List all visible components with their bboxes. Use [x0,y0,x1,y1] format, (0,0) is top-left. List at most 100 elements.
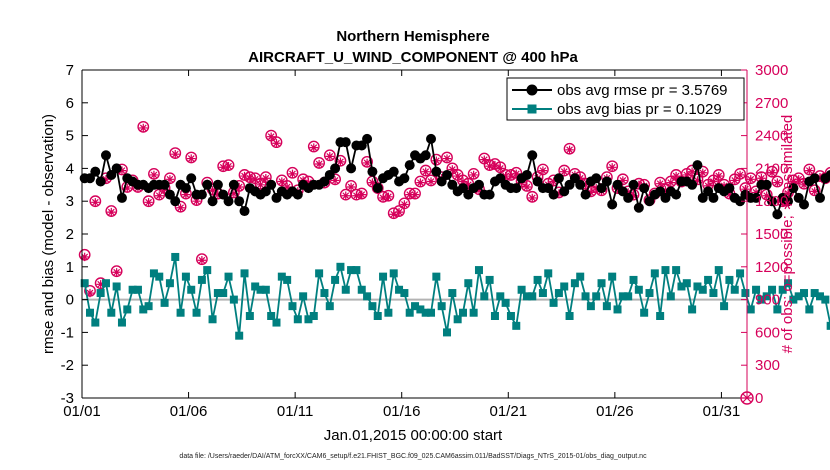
data-file-note: data file: /Users/raeder/DAI/ATM_forcXX/… [179,453,647,460]
bias-point [304,315,313,324]
bias-point [826,321,830,330]
rmse-point [809,173,820,184]
rmse-point [767,196,778,207]
bias-point [613,305,622,314]
bias-point [405,308,414,317]
rmse-point [484,189,495,200]
bias-point [789,295,798,304]
bias-point [800,289,809,298]
bias-point [256,285,265,294]
bias-point [688,305,697,314]
rmse-point [442,169,453,180]
obs-assimilated-point [80,252,89,262]
bias-point [437,302,446,311]
obs-assimilated-point [735,170,745,180]
bias-line [83,256,830,336]
bias-point [645,289,654,298]
obs-assimilated-point [123,183,132,193]
y-left-tick-label: 7 [66,62,74,79]
bias-point [709,289,718,298]
bias-point [267,312,276,320]
y-left-tick-label: 2 [66,226,74,243]
rmse-point [724,183,735,194]
obs-assimilated-point [155,191,164,200]
y-left-tick-label: 3 [66,193,74,210]
y-right-tick-label: 1500 [755,226,788,243]
bias-point [389,269,398,278]
legend-entry-rmse: obs avg rmse pr = 3.5769 [512,82,728,99]
bias-point [245,312,254,320]
obs-assimilated-point [496,164,505,173]
obs-assimilated-point [144,198,153,207]
bias-point [251,282,260,291]
bias-point [730,285,739,294]
obs-assimilated-point [234,182,244,192]
bias-point [272,318,281,327]
obs-assimilated-point [250,175,260,184]
obs-assimilated-point [751,188,761,197]
rmse-point [420,150,431,161]
x-tick-label: 01/16 [383,403,421,420]
obs-assimilated-point [506,171,516,181]
bias-point [517,285,526,294]
obs-assimilated-point [629,191,638,200]
obs-assimilated-point [618,176,628,185]
bias-point [416,305,425,314]
rmse-point [159,179,170,190]
y-left-tick-label: 4 [66,160,74,177]
bias-point [741,289,750,298]
bias-point [650,269,659,278]
legend-rmse-marker [526,84,538,96]
bias-point [240,269,249,278]
bias-point [666,292,675,301]
bias-point [101,279,110,288]
bias-point [816,292,825,301]
obs-assimilated-point [576,174,585,183]
rmse-point [212,179,223,190]
obs-assimilated-point [240,171,249,181]
rmse-point [404,160,415,171]
bias-point [235,331,244,340]
bias-point [480,292,489,301]
rmse-point [751,192,762,203]
obs-assimilated-point [805,166,814,175]
y-right-tick-label: 3000 [755,62,788,79]
bias-point [725,275,734,284]
rmse-point [207,196,218,207]
bias-point [432,272,441,281]
rmse-point [553,173,564,184]
obs-assimilated-point [432,156,441,165]
obs-assimilated-point [181,190,191,199]
rmse-point [111,163,122,174]
bias-point [176,308,185,317]
rmse-point [362,133,373,144]
rmse-point [687,179,698,190]
obs-assimilated-point [815,172,825,182]
bias-point [107,308,116,317]
rmse-point [372,183,383,194]
y-axis-left-label: rmse and bias (model - observation) [40,114,57,354]
legend-bias-marker [527,104,537,114]
bias-point [144,302,153,311]
obs-assimilated-point [426,177,436,186]
rmse-point [228,179,239,190]
bias-point [187,285,196,294]
y-right-tick-label: 2700 [755,95,788,112]
rmse-point [239,206,250,217]
bias-point [618,292,627,301]
obs-assimilated-point [538,166,548,175]
rmse-point [521,169,532,180]
obs-assimilated-point [773,178,782,187]
obs-assimilated-point [282,182,292,192]
obs-assimilated-point [149,170,159,180]
y-left-tick-label: -3 [61,390,74,407]
bias-point [448,289,457,298]
bias-point [80,279,89,288]
bias-point [592,292,601,301]
rmse-point [783,196,794,207]
obs-assimilated-point [197,256,207,265]
obs-assimilated-point [107,207,116,217]
bias-point [155,272,164,281]
obs-assimilated-point [410,190,420,199]
